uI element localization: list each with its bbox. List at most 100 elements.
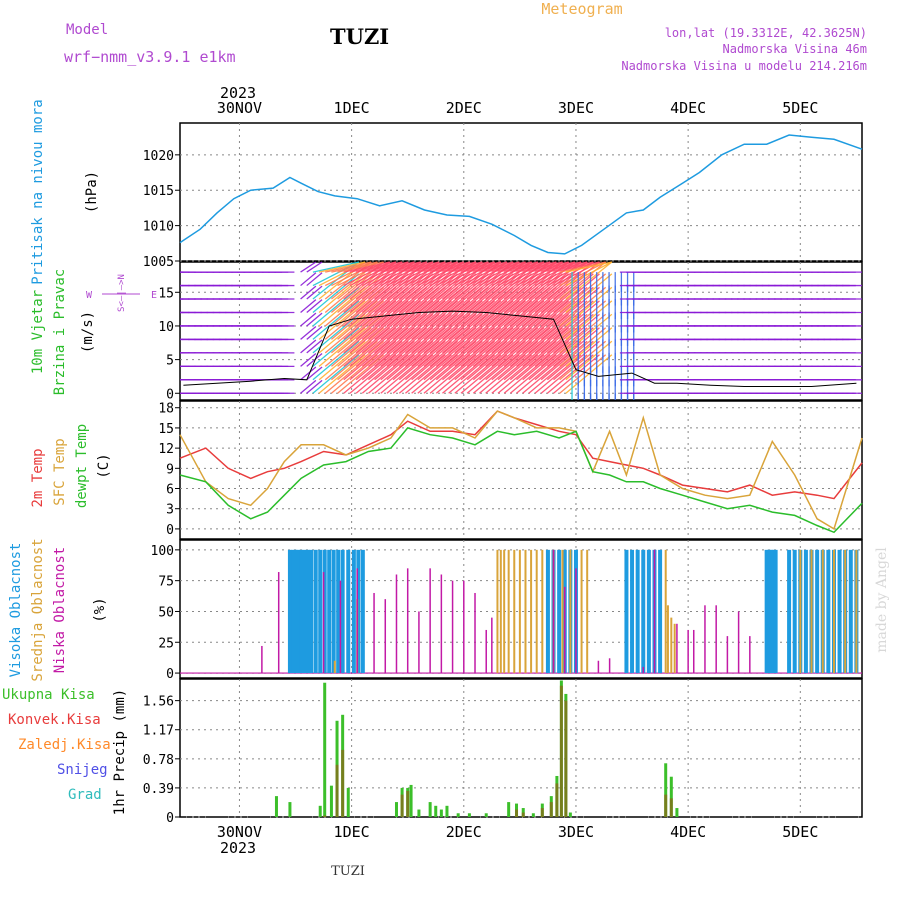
mid-cloud-bar [586, 549, 589, 674]
wind-arrow [306, 285, 323, 300]
y-tick-label: 15 [158, 286, 174, 301]
high-cloud-bar [658, 549, 663, 674]
high-cloud-bar [641, 549, 646, 674]
wind-arrow [516, 313, 563, 354]
wind-arrow [497, 313, 545, 354]
wind-arrow [510, 261, 557, 273]
wind-arrow [392, 273, 440, 313]
high-cloud-bar [803, 549, 808, 674]
wind-arrow [324, 354, 372, 394]
wind-arrow [534, 313, 582, 354]
mid-cloud-bar [530, 549, 533, 674]
low-cloud-bar [749, 636, 751, 674]
wind-arrow [503, 340, 551, 381]
y-tick-label: 0 [166, 523, 174, 538]
wind-arrow [509, 300, 557, 340]
wind-arrow [546, 286, 594, 327]
wind-arrow [337, 327, 384, 367]
wind-arrow [516, 273, 563, 313]
wind-arrow [411, 340, 459, 381]
meteogram-title: Meteogram [541, 0, 622, 18]
wind-arrow [405, 273, 452, 313]
wind-arrow [337, 340, 384, 381]
wind-arrow [565, 273, 613, 313]
total-precip-bar [664, 763, 668, 817]
wind-arrow [429, 300, 477, 340]
top-date-labels: 30NOV 1DEC 2DEC 3DEC 4DEC 5DEC [217, 99, 818, 117]
wind-arrow [559, 313, 607, 354]
pressure-unit: (hPa) [84, 171, 100, 213]
mid-cloud-bar [810, 549, 813, 674]
mid-cloud-bar [844, 549, 847, 674]
wind-arrow [405, 354, 452, 394]
wind-arrow [343, 273, 391, 313]
footer-station: TUZI [331, 864, 365, 879]
wind-arrow [454, 354, 502, 394]
wind-arrow [485, 354, 533, 394]
high-cloud-bar [291, 549, 296, 674]
wind-arrow [546, 340, 594, 381]
total-precip-bar [409, 784, 413, 817]
wind-arrow [386, 313, 434, 354]
wind-arrow [343, 300, 391, 340]
wind-arrow [361, 300, 409, 340]
wind-arrow [300, 272, 317, 287]
total-precip-bar [467, 813, 471, 817]
wind-arrow [361, 313, 409, 354]
wind-arrow [324, 340, 372, 381]
high-cloud-bar [635, 549, 640, 674]
wind-arrow [300, 339, 317, 354]
wind-arrow [392, 340, 440, 381]
y-tick-label: 0.39 [143, 782, 174, 797]
high-cloud-bar [360, 549, 365, 674]
wind-arrow [565, 261, 613, 287]
wind-arrow [516, 327, 563, 367]
wind-arrow [343, 327, 391, 367]
total-precip-bar [329, 785, 333, 817]
total-precip-bar [274, 796, 278, 817]
temp-plot [179, 410, 863, 534]
wind-arrow [528, 300, 576, 340]
wind-arrow [374, 273, 421, 313]
wind-arrow [411, 261, 458, 273]
wind-arrow [541, 261, 588, 273]
wind-arrow [540, 286, 588, 327]
conv-precip-bar [564, 700, 568, 817]
wind-arrow [411, 354, 459, 394]
wind-arrow [485, 300, 533, 340]
watermark: made by Angel [874, 547, 890, 653]
wind-arrow [331, 354, 378, 394]
wind-title-1: 10m Vjetar [30, 290, 46, 374]
wind-arrow [546, 300, 594, 340]
wind-arrow [361, 354, 409, 394]
wind-arrow [479, 273, 526, 313]
wind-arrow [349, 354, 397, 394]
wind-arrow [442, 327, 489, 367]
wind-arrow [435, 327, 483, 367]
total-precip-bar [521, 808, 525, 817]
wind-arrow [553, 354, 600, 394]
wind-arrow [429, 354, 477, 394]
wind-arrow [479, 261, 526, 273]
wind-arrow [479, 300, 526, 340]
wind-arrow [386, 273, 434, 313]
wind-arrow [405, 300, 452, 340]
wind-arrow [522, 273, 570, 313]
high-cloud-bar [771, 549, 776, 674]
cloud-plot [180, 549, 862, 674]
bottom-date-label: 2DEC [446, 823, 482, 841]
wind-arrow [442, 261, 489, 273]
wind-arrow [442, 300, 489, 340]
conv-precip-bar [555, 783, 559, 817]
model-label: Model [66, 22, 108, 38]
wind-arrow [503, 273, 551, 313]
total-precip-bar [346, 787, 350, 817]
wind-arrow [472, 300, 520, 340]
wind-arrow [546, 273, 594, 313]
wind-arrow [454, 313, 502, 354]
total-precip-bar [531, 813, 535, 817]
wind-arrow [479, 327, 526, 367]
legend-conv-rain: Konvek.Kisa [8, 712, 101, 728]
wind-arrow [534, 340, 582, 381]
wind-arrow [349, 313, 397, 354]
